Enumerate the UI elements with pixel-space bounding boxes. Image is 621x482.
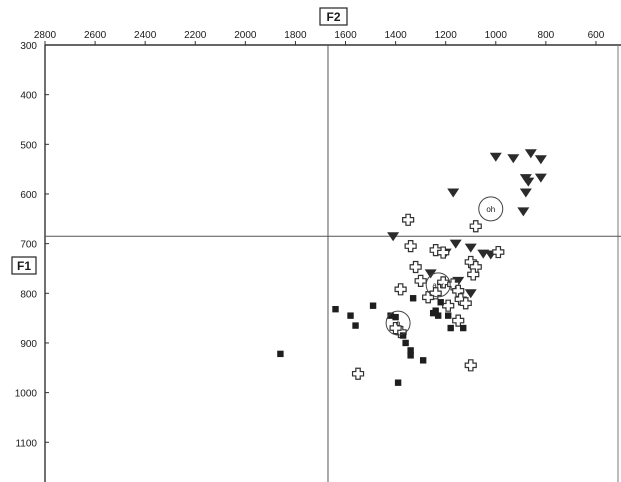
square-point bbox=[460, 324, 467, 332]
plus-point bbox=[389, 321, 402, 335]
triangle-point bbox=[464, 243, 477, 253]
annotation-circle bbox=[385, 310, 411, 336]
x-tick-label: 600 bbox=[588, 30, 605, 41]
square-point bbox=[402, 339, 409, 347]
y-ticks: 300 400 500 600 700 800 900 1000 1100 bbox=[15, 41, 49, 449]
plus-point bbox=[452, 314, 465, 327]
square-point bbox=[429, 309, 437, 317]
triangle-point bbox=[534, 155, 547, 165]
annotation-circle bbox=[478, 196, 504, 222]
y-tick-label: 1100 bbox=[15, 438, 37, 449]
x-tick-label: 800 bbox=[538, 30, 555, 41]
plus-point bbox=[404, 240, 417, 253]
annotation-circle bbox=[425, 272, 451, 298]
y-tick-label: 300 bbox=[20, 41, 37, 52]
annotation: ahr bbox=[425, 272, 451, 298]
square-point bbox=[419, 357, 427, 364]
square-point bbox=[277, 350, 284, 358]
y-tick-label: 500 bbox=[20, 140, 37, 151]
annotations: oh ahr o bbox=[385, 196, 504, 336]
triangle-point bbox=[489, 152, 502, 162]
plus-point bbox=[429, 287, 442, 300]
square-point bbox=[445, 312, 452, 319]
data-points bbox=[277, 149, 547, 386]
x-tick-label: 2600 bbox=[84, 30, 107, 41]
plus-point bbox=[409, 260, 422, 274]
triangle-point bbox=[517, 207, 530, 217]
annotation: o bbox=[385, 310, 411, 336]
annotation-label: o bbox=[396, 319, 401, 328]
crosshair bbox=[45, 45, 621, 482]
plot-frame bbox=[44, 44, 621, 482]
square-point bbox=[392, 313, 399, 321]
x-ticks: 2800 2600 2400 2200 2000 1800 1600 1400 1200 1000… bbox=[34, 30, 605, 45]
triangle-point bbox=[524, 149, 537, 159]
x-tick-label: 1600 bbox=[334, 30, 357, 41]
triangle-point bbox=[449, 239, 462, 249]
y-tick-label: 900 bbox=[20, 339, 37, 350]
annotation-label: ahr bbox=[432, 281, 444, 290]
x-axis-label: F2 bbox=[319, 7, 348, 26]
square-point bbox=[407, 352, 414, 359]
y-tick-label: 600 bbox=[20, 190, 37, 201]
y-tick-label: 800 bbox=[20, 289, 37, 300]
triangle-point bbox=[387, 232, 400, 242]
plus-point bbox=[469, 220, 482, 233]
y-tick-label: 400 bbox=[20, 91, 37, 102]
plus-point bbox=[442, 299, 455, 312]
plus-point bbox=[402, 213, 415, 226]
plus-point bbox=[464, 359, 477, 372]
square-point bbox=[437, 299, 444, 306]
square-point bbox=[434, 312, 442, 319]
triangle-point bbox=[424, 269, 437, 279]
triangle-point bbox=[507, 154, 520, 164]
triangle-point bbox=[534, 173, 547, 183]
y-axis-label-text: F1 bbox=[17, 259, 31, 273]
x-axis-label-box bbox=[319, 7, 348, 26]
x-tick-label: 2800 bbox=[34, 30, 57, 41]
triangle-point bbox=[519, 188, 532, 198]
annotation-label: oh bbox=[486, 205, 495, 214]
square-point bbox=[394, 379, 402, 386]
x-tick-label: 1400 bbox=[384, 30, 407, 41]
y-tick-label: 700 bbox=[20, 240, 37, 251]
triangle-point bbox=[522, 177, 535, 187]
y-axis-label: F1 bbox=[11, 256, 37, 275]
square-point bbox=[407, 347, 414, 354]
x-tick-label: 1000 bbox=[485, 30, 508, 41]
plus-point bbox=[467, 268, 480, 281]
plus-point bbox=[429, 243, 442, 257]
y-axis-label-box bbox=[11, 256, 37, 275]
x-tick-label: 2400 bbox=[134, 30, 157, 41]
plus-point bbox=[437, 246, 450, 259]
plus-point bbox=[351, 367, 365, 380]
square-point bbox=[399, 332, 407, 339]
x-tick-label: 1800 bbox=[284, 30, 307, 41]
square-point bbox=[447, 324, 454, 332]
square-point bbox=[352, 322, 359, 329]
triangle-point bbox=[447, 188, 460, 198]
x-tick-label: 2000 bbox=[234, 30, 257, 41]
square-point bbox=[347, 312, 354, 319]
x-tick-label: 2200 bbox=[184, 30, 207, 41]
annotation: oh bbox=[478, 196, 504, 222]
triangle-point bbox=[464, 289, 477, 299]
plus-point bbox=[459, 297, 472, 310]
x-axis-label-text: F2 bbox=[326, 10, 340, 24]
y-tick-label: 1000 bbox=[15, 389, 38, 400]
square-point bbox=[332, 305, 339, 313]
plus-point bbox=[394, 283, 407, 296]
square-point bbox=[387, 312, 394, 319]
plus-point bbox=[437, 276, 450, 289]
plus-point bbox=[492, 245, 505, 259]
square-point bbox=[369, 302, 377, 309]
plus-point bbox=[414, 274, 427, 287]
x-tick-label: 1200 bbox=[435, 30, 458, 41]
square-point bbox=[409, 295, 417, 302]
